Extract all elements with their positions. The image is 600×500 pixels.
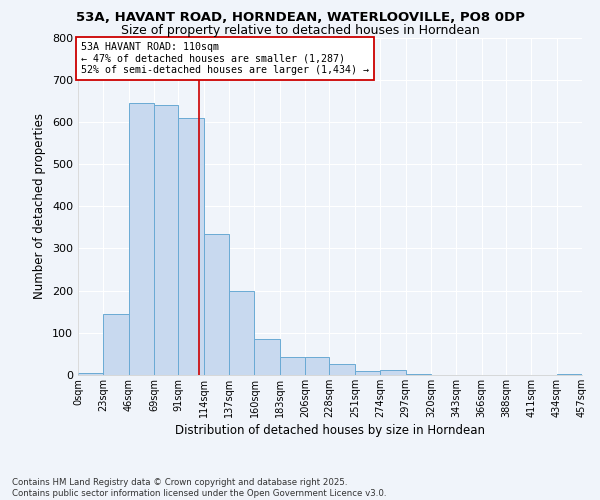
Bar [154, 105, 178, 375]
Text: 53A, HAVANT ROAD, HORNDEAN, WATERLOOVILLE, PO8 0DP: 53A, HAVANT ROAD, HORNDEAN, WATERLOOVILL… [76, 11, 524, 24]
Text: Size of property relative to detached houses in Horndean: Size of property relative to detached ho… [121, 24, 479, 37]
Bar [329, 364, 355, 375]
Bar [380, 370, 406, 375]
Bar [103, 314, 129, 375]
Bar [355, 371, 380, 375]
Bar [178, 118, 204, 375]
Bar [557, 374, 582, 375]
Bar [204, 234, 229, 375]
Text: Contains HM Land Registry data © Crown copyright and database right 2025.
Contai: Contains HM Land Registry data © Crown c… [12, 478, 386, 498]
Bar [229, 290, 254, 375]
Bar [254, 339, 280, 375]
Bar [78, 373, 103, 375]
Bar [406, 374, 431, 375]
Y-axis label: Number of detached properties: Number of detached properties [34, 114, 46, 299]
X-axis label: Distribution of detached houses by size in Horndean: Distribution of detached houses by size … [175, 424, 485, 437]
Text: 53A HAVANT ROAD: 110sqm
← 47% of detached houses are smaller (1,287)
52% of semi: 53A HAVANT ROAD: 110sqm ← 47% of detache… [82, 42, 370, 75]
Bar [305, 358, 329, 375]
Bar [280, 358, 305, 375]
Bar [129, 103, 154, 375]
